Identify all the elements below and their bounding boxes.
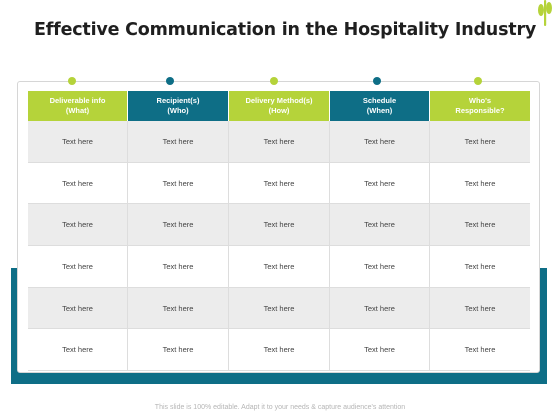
header-recipients-line1: Recipient(s): [156, 96, 200, 105]
table-cell: Text here: [330, 162, 430, 205]
table-row: Text here Text here Text here Text here …: [28, 162, 530, 205]
table-header-row: Deliverable info (What) Recipient(s) (Wh…: [28, 91, 530, 121]
table-cell: Text here: [128, 287, 229, 330]
table-row: Text here Text here Text here Text here …: [28, 204, 530, 247]
header-recipients: Recipient(s) (Who): [128, 91, 229, 121]
table-cell: Text here: [430, 329, 530, 372]
table-cell: Text here: [28, 287, 128, 330]
table-row: Text here Text here Text here Text here …: [28, 287, 530, 330]
page-title: Effective Communication in the Hospitali…: [34, 20, 537, 40]
table-cell: Text here: [128, 329, 229, 372]
header-schedule: Schedule (When): [330, 91, 430, 121]
header-schedule-line2: (When): [366, 106, 393, 115]
table-cell: Text here: [430, 163, 530, 205]
header-delivery-method-line2: (How): [268, 106, 290, 115]
header-deliverable-line2: (What): [65, 106, 90, 115]
table-cell: Text here: [330, 204, 430, 247]
table-cell: Text here: [28, 246, 128, 288]
header-responsible: Who's Responsible?: [430, 91, 530, 121]
column-marker-dot-5: [474, 77, 482, 85]
header-deliverable: Deliverable info (What): [28, 91, 128, 121]
table-cell: Text here: [229, 246, 330, 288]
footer-note: This slide is 100% editable. Adapt it to…: [154, 404, 406, 411]
table-cell: Text here: [330, 121, 430, 163]
table-cell: Text here: [229, 204, 330, 247]
table-row: Text here Text here Text here Text here …: [28, 246, 530, 288]
table-row: Text here Text here Text here Text here …: [28, 329, 530, 372]
table-cell: Text here: [229, 287, 330, 330]
header-deliverable-line1: Deliverable info: [49, 96, 106, 105]
table-cell: Text here: [430, 288, 530, 330]
column-marker-dot-1: [68, 77, 76, 85]
header-responsible-line1: Who's: [468, 96, 492, 105]
communication-table: Deliverable info (What) Recipient(s) (Wh…: [28, 91, 530, 372]
table-cell: Text here: [28, 329, 128, 372]
table-row: Text here Text here Text here Text here …: [28, 121, 530, 163]
header-recipients-line2: (Who): [167, 106, 189, 115]
table-cell: Text here: [330, 246, 430, 288]
table-cell: Text here: [128, 162, 229, 205]
table-cell: Text here: [229, 162, 330, 205]
table-cell: Text here: [430, 121, 530, 163]
table-cell: Text here: [128, 121, 229, 163]
table-cell: Text here: [28, 162, 128, 205]
table-cell: Text here: [229, 329, 330, 372]
leaf-logo-icon: [538, 0, 552, 26]
header-schedule-line1: Schedule: [362, 96, 397, 105]
header-delivery-method-line1: Delivery Method(s): [245, 96, 313, 105]
table-cell: Text here: [330, 329, 430, 372]
table-cell: Text here: [28, 121, 128, 163]
table-cell: Text here: [128, 204, 229, 247]
table-cell: Text here: [229, 121, 330, 163]
table-cell: Text here: [28, 204, 128, 247]
table-cell: Text here: [128, 246, 229, 288]
header-delivery-method: Delivery Method(s) (How): [229, 91, 330, 121]
column-marker-dot-3: [270, 77, 278, 85]
column-marker-dot-4: [373, 77, 381, 85]
table-cell: Text here: [430, 246, 530, 288]
column-marker-dot-2: [166, 77, 174, 85]
table-cell: Text here: [430, 204, 530, 247]
header-responsible-line2: Responsible?: [455, 106, 505, 115]
table-cell: Text here: [330, 287, 430, 330]
